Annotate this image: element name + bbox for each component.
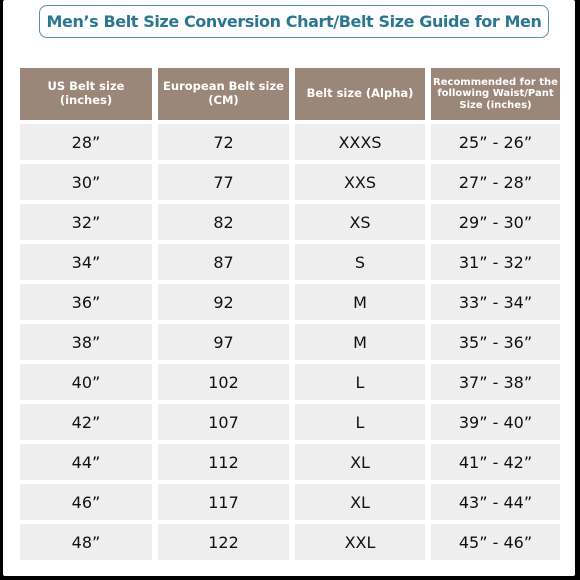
us-belt-size-cell: 30” <box>20 164 152 200</box>
header-european-belt-size: European Belt size (CM) <box>158 68 289 120</box>
european-belt-size-cell: 77 <box>158 164 289 200</box>
us-belt-size-cell: 48” <box>20 524 152 560</box>
us-belt-size-cell: 38” <box>20 324 152 360</box>
waist-size-cell: 31” - 32” <box>431 244 560 280</box>
belt-size-alpha-cell: XXS <box>295 164 425 200</box>
us-belt-size-cell: 42” <box>20 404 152 440</box>
us-belt-size-cell: 32” <box>20 204 152 240</box>
table-row: 36” 92 M 33” - 34” <box>20 284 560 320</box>
us-belt-size-cell: 28” <box>20 124 152 160</box>
table-row: 38” 97 M 35” - 36” <box>20 324 560 360</box>
european-belt-size-cell: 82 <box>158 204 289 240</box>
waist-size-cell: 37” - 38” <box>431 364 560 400</box>
belt-size-alpha-cell: L <box>295 404 425 440</box>
table-row: 46” 117 XL 43” - 44” <box>20 484 560 520</box>
us-belt-size-cell: 46” <box>20 484 152 520</box>
european-belt-size-cell: 72 <box>158 124 289 160</box>
european-belt-size-cell: 87 <box>158 244 289 280</box>
belt-size-alpha-cell: XL <box>295 444 425 480</box>
us-belt-size-cell: 40” <box>20 364 152 400</box>
european-belt-size-cell: 117 <box>158 484 289 520</box>
us-belt-size-cell: 36” <box>20 284 152 320</box>
table-row: 40” 102 L 37” - 38” <box>20 364 560 400</box>
waist-size-cell: 41” - 42” <box>431 444 560 480</box>
belt-size-alpha-cell: XXL <box>295 524 425 560</box>
us-belt-size-cell: 34” <box>20 244 152 280</box>
waist-size-cell: 35” - 36” <box>431 324 560 360</box>
belt-size-alpha-cell: XL <box>295 484 425 520</box>
belt-size-table: US Belt size (inches) European Belt size… <box>14 64 566 564</box>
belt-size-alpha-cell: M <box>295 324 425 360</box>
table-row: 42” 107 L 39” - 40” <box>20 404 560 440</box>
table-row: 44” 112 XL 41” - 42” <box>20 444 560 480</box>
chart-canvas: Men’s Belt Size Conversion Chart/Belt Si… <box>3 0 575 576</box>
header-belt-size-alpha: Belt size (Alpha) <box>295 68 425 120</box>
waist-size-cell: 39” - 40” <box>431 404 560 440</box>
table-row: 32” 82 XS 29” - 30” <box>20 204 560 240</box>
belt-size-alpha-cell: M <box>295 284 425 320</box>
belt-size-alpha-cell: XXXS <box>295 124 425 160</box>
waist-size-cell: 43” - 44” <box>431 484 560 520</box>
european-belt-size-cell: 102 <box>158 364 289 400</box>
page-title: Men’s Belt Size Conversion Chart/Belt Si… <box>46 12 542 31</box>
table-row: 34” 87 S 31” - 32” <box>20 244 560 280</box>
header-us-belt-size: US Belt size (inches) <box>20 68 152 120</box>
header-recommended-waist-size: Recommended for the following Waist/Pant… <box>431 68 560 120</box>
waist-size-cell: 45” - 46” <box>431 524 560 560</box>
belt-size-alpha-cell: S <box>295 244 425 280</box>
european-belt-size-cell: 107 <box>158 404 289 440</box>
belt-size-alpha-cell: XS <box>295 204 425 240</box>
waist-size-cell: 25” - 26” <box>431 124 560 160</box>
european-belt-size-cell: 92 <box>158 284 289 320</box>
title-banner: Men’s Belt Size Conversion Chart/Belt Si… <box>39 5 549 38</box>
waist-size-cell: 33” - 34” <box>431 284 560 320</box>
belt-size-alpha-cell: L <box>295 364 425 400</box>
european-belt-size-cell: 97 <box>158 324 289 360</box>
table-row: 48” 122 XXL 45” - 46” <box>20 524 560 560</box>
european-belt-size-cell: 112 <box>158 444 289 480</box>
table-body: 28” 72 XXXS 25” - 26” 30” 77 XXS 27” - 28” 32” 82… <box>20 124 560 560</box>
us-belt-size-cell: 44” <box>20 444 152 480</box>
table-header-row: US Belt size (inches) European Belt size… <box>20 68 560 120</box>
table-row: 28” 72 XXXS 25” - 26” <box>20 124 560 160</box>
european-belt-size-cell: 122 <box>158 524 289 560</box>
waist-size-cell: 29” - 30” <box>431 204 560 240</box>
table-row: 30” 77 XXS 27” - 28” <box>20 164 560 200</box>
waist-size-cell: 27” - 28” <box>431 164 560 200</box>
